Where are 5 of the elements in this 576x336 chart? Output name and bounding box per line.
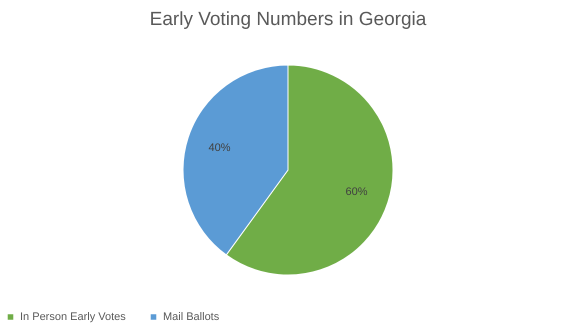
data-label: 60% xyxy=(345,186,368,198)
chart-title: Early Voting Numbers in Georgia xyxy=(150,9,427,30)
legend-label: In Person Early Votes xyxy=(20,310,126,323)
legend-label: Mail Ballots xyxy=(163,310,220,323)
data-label: 40% xyxy=(208,142,231,154)
